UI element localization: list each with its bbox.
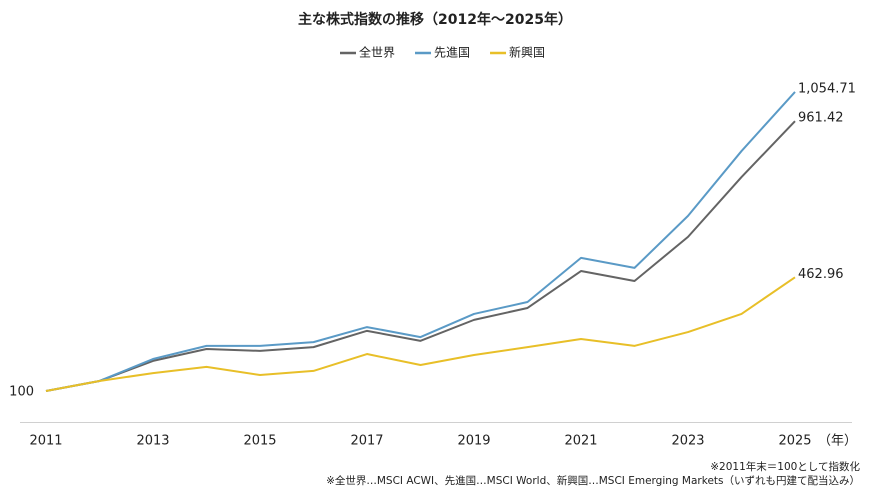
x-tick-label: 2015 xyxy=(243,434,276,449)
data-label: 961.42 xyxy=(798,111,844,126)
series-line xyxy=(45,120,796,392)
x-tick-label: 2017 xyxy=(350,434,383,449)
series-line xyxy=(45,276,796,392)
data-label: 1,054.71 xyxy=(798,81,856,96)
x-unit: （年） xyxy=(818,434,857,449)
data-label: 462.96 xyxy=(798,267,844,282)
x-tick-label: 2011 xyxy=(29,434,62,449)
note: ※2011年末＝100として指数化 xyxy=(710,460,860,473)
data-label: 100 xyxy=(9,384,34,399)
x-tick-label: 2013 xyxy=(136,434,169,449)
legend-label: 全世界 xyxy=(359,45,395,60)
legend-label: 新興国 xyxy=(509,45,545,60)
x-tick-label: 2019 xyxy=(457,434,490,449)
note: ※全世界…MSCI ACWI、先進国…MSCI World、新興国…MSCI E… xyxy=(326,474,860,487)
legend-label: 先進国 xyxy=(434,46,470,60)
chart-title: 主な株式指数の推移（2012年～2025年） xyxy=(298,11,572,28)
x-tick-label: 2025 xyxy=(778,434,811,449)
x-tick-label: 2023 xyxy=(671,434,704,449)
series-line xyxy=(45,91,796,392)
x-tick-label: 2021 xyxy=(564,434,597,449)
